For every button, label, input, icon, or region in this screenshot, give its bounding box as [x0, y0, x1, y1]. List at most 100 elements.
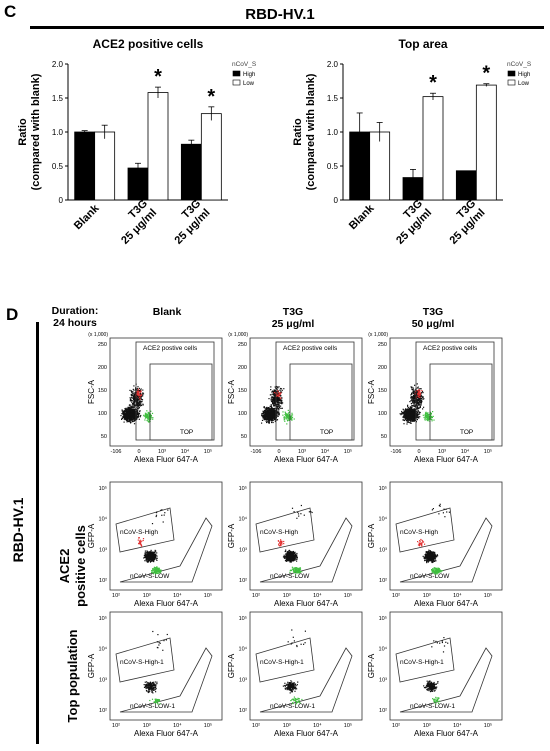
- event-dot: [410, 418, 412, 420]
- event-dot: [417, 409, 419, 411]
- event-dot: [154, 572, 156, 574]
- event-dot: [285, 416, 287, 418]
- event-dot: [411, 414, 413, 417]
- event-dot: [133, 410, 136, 412]
- event-dot: [148, 558, 150, 560]
- y-tick-label: 200: [378, 365, 387, 371]
- event-dot: [277, 390, 279, 392]
- event-dot: [134, 399, 136, 401]
- event-dot: [292, 685, 294, 687]
- event-dot: [405, 409, 407, 411]
- event-dot: [125, 418, 127, 420]
- event-dot: [149, 560, 151, 562]
- event-dot: [277, 407, 279, 409]
- event-dot: [262, 415, 264, 417]
- event-dot: [138, 537, 140, 539]
- event-dot: [151, 560, 153, 562]
- event-dot: [129, 413, 131, 415]
- event-dot: [264, 411, 266, 414]
- plot-frame: [109, 611, 223, 721]
- event-dot: [146, 550, 148, 553]
- event-dot: [297, 513, 300, 515]
- event-dot: [136, 401, 138, 403]
- event-dot: [137, 396, 139, 398]
- event-dot: [287, 685, 289, 688]
- event-dot: [287, 551, 289, 553]
- event-dot: [403, 415, 405, 417]
- legend-entry: High: [243, 72, 255, 78]
- event-dot: [270, 406, 272, 408]
- event-dot: [138, 415, 140, 418]
- event-dot: [409, 410, 411, 412]
- event-dot: [130, 406, 132, 408]
- event-dot: [262, 417, 264, 419]
- event-dot: [292, 684, 294, 686]
- event-dot: [138, 403, 140, 405]
- event-dot: [407, 405, 409, 407]
- event-dot: [145, 688, 147, 690]
- event-dot: [296, 571, 298, 573]
- event-dot: [416, 419, 418, 421]
- event-dot: [292, 702, 294, 704]
- event-dot: [152, 688, 154, 690]
- event-dot: [136, 389, 138, 391]
- event-dot: [271, 401, 273, 403]
- event-dot: [149, 560, 151, 562]
- event-dot: [152, 559, 154, 562]
- event-dot: [130, 390, 133, 392]
- event-dot: [132, 415, 135, 417]
- event-dot: [150, 688, 152, 690]
- event-dot: [290, 680, 292, 682]
- event-dot: [265, 409, 268, 411]
- event-dot: [130, 394, 132, 396]
- event-dot: [154, 553, 157, 555]
- event-dot: [283, 417, 286, 419]
- event-dot: [123, 414, 126, 416]
- event-dot: [410, 420, 412, 423]
- event-dot: [408, 418, 410, 420]
- event-dot: [136, 395, 138, 397]
- event-dot: [276, 408, 278, 410]
- event-dot: [406, 419, 408, 421]
- event-dot: [285, 555, 287, 557]
- event-dot: [264, 417, 266, 419]
- event-dot: [287, 687, 289, 689]
- event-dot: [292, 683, 294, 685]
- event-dot: [137, 404, 139, 406]
- event-dot: [139, 542, 141, 545]
- x-axis-label: Alexa Fluor 647-A: [274, 729, 339, 738]
- event-dot: [287, 555, 289, 557]
- event-dot: [267, 420, 269, 422]
- y-tick-label: 10²: [99, 708, 107, 714]
- event-dot: [147, 561, 149, 563]
- gate-ace2-positive: [135, 341, 215, 441]
- y-tick-label: 1.0: [52, 128, 64, 137]
- event-dot: [139, 399, 141, 401]
- event-dot: [270, 400, 273, 402]
- event-dot: [419, 411, 421, 414]
- y-axis-label: GFP-A: [87, 653, 96, 678]
- event-dot: [266, 415, 268, 417]
- event-dot: [403, 417, 405, 419]
- event-dot: [159, 572, 161, 574]
- event-dot: [162, 521, 164, 523]
- event-dot: [296, 700, 298, 703]
- event-dot: [128, 409, 130, 411]
- event-dot: [155, 512, 158, 514]
- event-dot: [130, 421, 132, 423]
- event-dot: [296, 701, 298, 703]
- event-dot: [265, 413, 267, 415]
- event-dot: [152, 556, 155, 558]
- event-dot: [266, 414, 268, 416]
- event-dot: [272, 398, 274, 400]
- event-dot: [135, 417, 138, 419]
- event-dot: [412, 389, 414, 391]
- event-dot: [411, 417, 414, 419]
- gate-label-high: nCoV-S-High-1: [120, 659, 164, 666]
- event-dot: [270, 386, 272, 388]
- plot-frame: [249, 481, 363, 591]
- event-dot: [298, 570, 300, 572]
- event-dot: [291, 687, 293, 689]
- event-dot: [411, 416, 413, 418]
- event-dot: [154, 684, 156, 686]
